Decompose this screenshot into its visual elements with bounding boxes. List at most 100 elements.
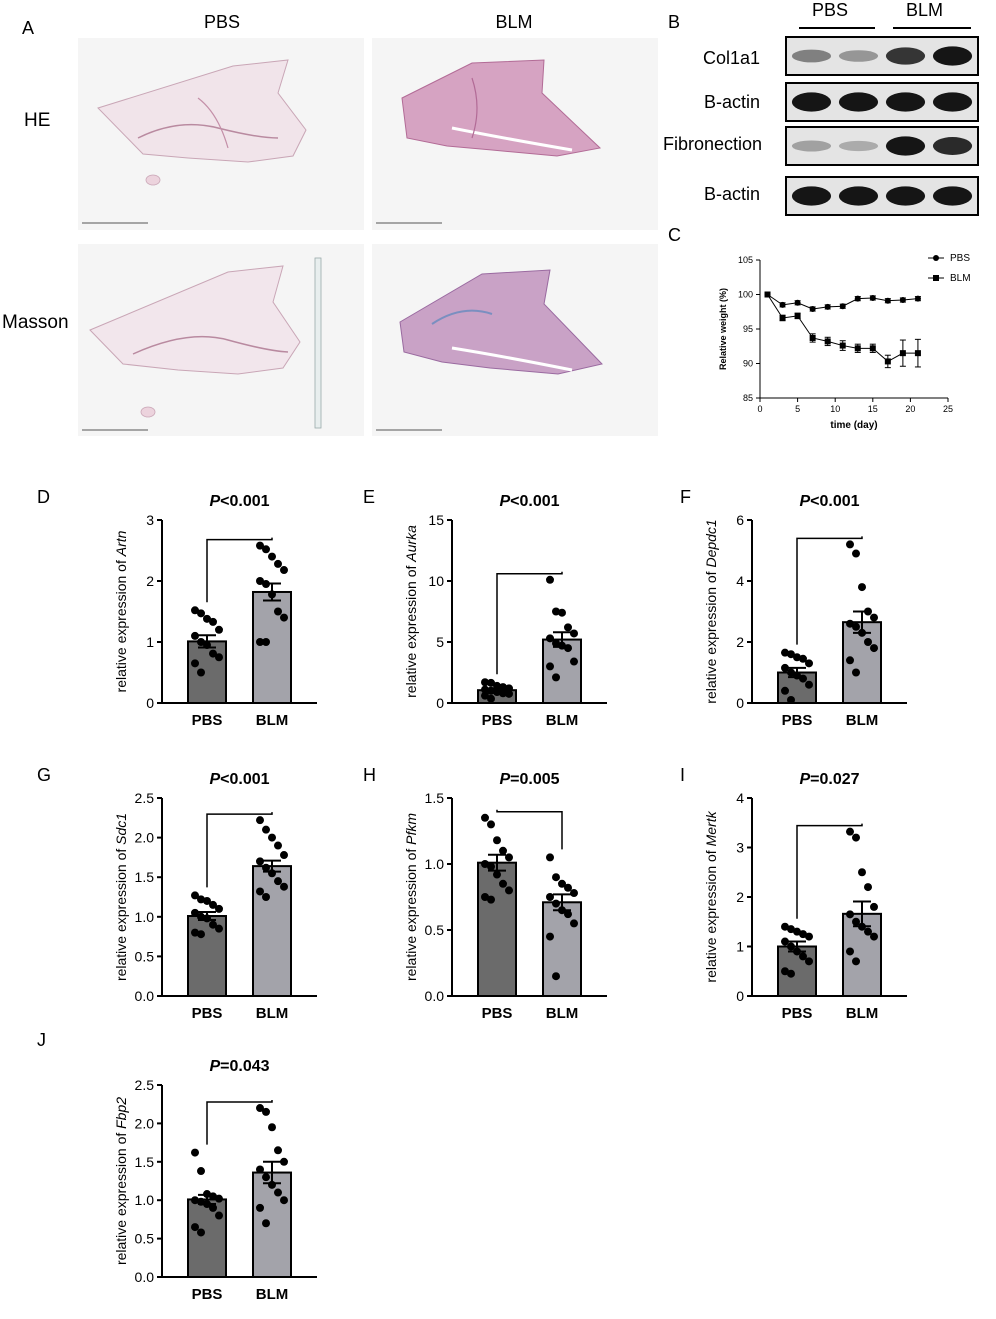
- histology-column-label-pbs: PBS: [203, 12, 241, 32]
- bar-chart-mertk: 0 1 2 3 4 PBS BLM P=0.027 relative expression of…: [700, 768, 940, 1033]
- weight-line-chart: 85 90 95 100 105 0 5 10 15 20 25 time (day) Relative…: [690, 240, 990, 450]
- data-point: [268, 869, 276, 878]
- histology-column-label-blm: BLM: [495, 12, 533, 32]
- wb-row-label-col1a1: Col1a1: [703, 48, 761, 68]
- data-point: [852, 549, 860, 558]
- y-axis-label: relative expression of Mertk: [703, 810, 719, 982]
- data-point: [499, 683, 507, 692]
- data-point: [493, 836, 501, 845]
- wb-band: [885, 186, 926, 206]
- data-point: [558, 641, 566, 650]
- x-tick-label-pbs: PBS: [482, 1005, 513, 1022]
- data-point: [546, 893, 554, 901]
- data-point: [487, 686, 495, 695]
- bar-chart-fbp2: 0.0 0.5 1.0 1.5 2.0 2.5 PBS BLM P=0.043 relative …: [110, 1055, 350, 1314]
- data-point: [280, 566, 288, 575]
- y-tick-label: 0: [436, 695, 444, 711]
- data-point: [481, 685, 489, 694]
- data-point: [852, 957, 860, 966]
- panel-label-j: J: [37, 1030, 46, 1050]
- p-value-label: P=0.027: [799, 771, 859, 788]
- y-tick-label: 1.5: [135, 1154, 155, 1170]
- data-point: [846, 619, 854, 628]
- data-point: [209, 920, 217, 929]
- data-point: [203, 1190, 211, 1199]
- y-tick-label: 2.5: [135, 1077, 155, 1093]
- histology-row-label-he: HE: [24, 110, 51, 131]
- histology-image-masson-pbs: [78, 244, 364, 436]
- data-point: [487, 820, 495, 829]
- panel-label-f: F: [680, 487, 691, 507]
- data-point: [505, 853, 513, 862]
- x-tick-label-blm: BLM: [256, 1286, 289, 1303]
- data-point: [256, 1203, 264, 1212]
- wb-band: [791, 186, 832, 206]
- bar-chart-depdc1: 0 2 4 6 PBS BLM P<0.001 relative expression of …: [700, 490, 940, 740]
- data-point: [852, 668, 860, 677]
- data-point: [481, 691, 489, 700]
- lung-section-he-blm-graphic: [376, 59, 602, 224]
- data-point: [493, 688, 501, 697]
- data-point-blm: [779, 314, 786, 321]
- x-tick-label-pbs: PBS: [192, 1286, 223, 1303]
- data-point: [558, 906, 566, 915]
- data-point: [197, 638, 205, 646]
- legend-marker-pbs: [933, 255, 939, 261]
- data-point: [793, 671, 801, 680]
- data-point: [215, 924, 223, 933]
- data-point: [256, 1104, 264, 1113]
- weight-line-chart-svg: 85 90 95 100 105 0 5 10 15 20 25 time (day) Relative…: [718, 253, 971, 431]
- y-tick-label: 4: [736, 790, 744, 806]
- x-tick-label: 25: [943, 404, 953, 414]
- data-point: [858, 583, 866, 592]
- bar-chart-sdc1-svg: 0.0 0.5 1.0 1.5 2.0 2.5 PBS BLM P<0.001 relative …: [113, 771, 317, 1022]
- data-point: [864, 607, 872, 616]
- y-tick-label: 2: [736, 889, 744, 905]
- panel-label-b: B: [668, 12, 681, 32]
- data-point: [493, 681, 501, 690]
- y-tick-label: 0: [146, 695, 154, 711]
- y-tick-label: 2.0: [135, 830, 155, 846]
- data-point: [262, 1107, 270, 1116]
- wb-group-lines: [799, 27, 971, 29]
- data-point: [215, 904, 223, 913]
- data-point: [191, 606, 199, 615]
- y-tick-label: 1.0: [425, 856, 445, 872]
- y-tick-label: 2: [736, 634, 744, 650]
- data-point-pbs: [779, 301, 786, 308]
- bar-chart-pfkm-svg: 0.0 0.5 1.0 1.5 PBS BLM P=0.005 relative expres…: [403, 771, 607, 1022]
- data-point: [864, 927, 872, 936]
- wb-group-label-pbs: PBS: [812, 0, 849, 20]
- y-axis-label: relative expression of Aurka: [403, 525, 419, 698]
- data-point: [197, 1197, 205, 1206]
- data-point: [781, 686, 789, 695]
- wb-band: [838, 92, 879, 112]
- bar-chart-mertk-svg: 0 1 2 3 4 PBS BLM P=0.027 relative expression of…: [703, 771, 907, 1022]
- wb-band: [791, 140, 832, 152]
- data-point: [256, 857, 264, 866]
- data-point: [268, 1180, 276, 1189]
- y-tick-label: 95: [743, 324, 753, 334]
- y-tick-label: 1: [736, 939, 744, 955]
- significance-bracket: [206, 537, 273, 603]
- y-tick-label: 4: [736, 573, 744, 589]
- y-tick-label: 1.0: [135, 909, 155, 925]
- data-point: [262, 638, 270, 646]
- x-tick-label-blm: BLM: [256, 712, 289, 729]
- data-point: [197, 609, 205, 618]
- wb-band: [885, 136, 926, 156]
- y-tick-label: 2: [146, 573, 154, 589]
- wb-band: [791, 49, 832, 63]
- data-point: [846, 827, 854, 836]
- data-point: [546, 853, 554, 862]
- y-tick-label: 1.0: [135, 1192, 155, 1208]
- bar-chart-artn-svg: 0 1 2 3 PBS BLM P<0.001 relative expression of …: [113, 493, 317, 729]
- x-tick-label-pbs: PBS: [192, 1005, 223, 1022]
- data-point-pbs: [869, 294, 876, 301]
- data-point: [546, 932, 554, 941]
- data-point: [191, 1223, 199, 1232]
- data-point: [487, 694, 495, 703]
- p-value-label: P<0.001: [799, 493, 859, 510]
- data-point: [262, 1219, 270, 1228]
- bar-blm: [252, 590, 292, 704]
